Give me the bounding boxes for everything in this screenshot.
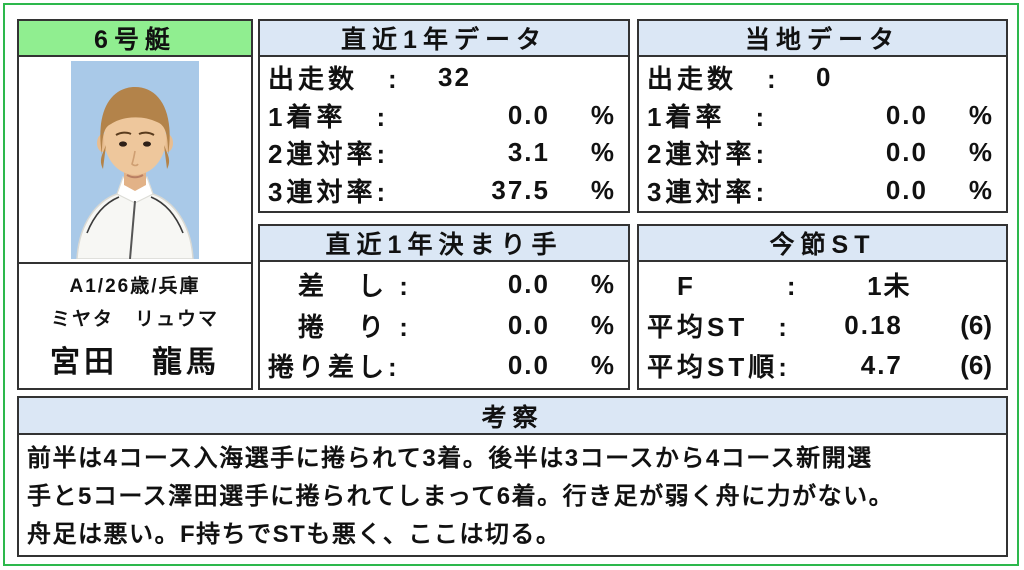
racer-portrait-illustration — [71, 60, 199, 259]
local-data-body: 出走数 : 0 1着率 : 0.0 % 2連対率: 0.0 % 3連対率: 0.… — [639, 57, 1006, 211]
racer-info: A1/26歳/兵庫 ミヤタ リュウマ 宮田 龍馬 — [19, 264, 251, 388]
stat-row-avg-st: 平均ST : 0.18 (6) — [639, 305, 1006, 346]
stat-value: 37.5 — [491, 174, 550, 205]
stat-row-top3-rate: 3連対率: 0.0 % — [639, 172, 1006, 210]
stat-row-top3-rate: 3連対率: 37.5 % — [260, 172, 628, 210]
recent-year-data-body: 出走数 : 32 1着率 : 0.0 % 2連対率: 3.1 % 3連対率: 3… — [260, 57, 628, 211]
local-data-title: 当地データ — [639, 21, 1006, 57]
consideration-line: 手と5コース澤田選手に捲られてしまって6着。行き足が弱く舟に力がない。 — [27, 483, 895, 510]
stat-unit: % — [590, 174, 614, 205]
current-series-st-panel: 今節ST F : 1未 平均ST : 0.18 (6) 平均ST順: 4.7 (… — [637, 224, 1008, 390]
stat-row-top2-rate: 2連対率: 0.0 % — [639, 134, 1006, 172]
stat-label: 差 し : — [268, 270, 412, 301]
stat-unit: % — [590, 137, 614, 168]
stat-label: 2連対率: — [647, 139, 769, 170]
stat-value: 0.0 — [885, 99, 928, 130]
stat-label: 1着率 : — [268, 101, 390, 132]
stat-label: 捲り差し: — [268, 352, 401, 383]
stat-unit: % — [590, 99, 614, 130]
stat-value: 0.0 — [507, 99, 550, 130]
stat-value: 3.1 — [507, 137, 550, 168]
consideration-title: 考察 — [19, 398, 1006, 435]
stat-unit: % — [590, 350, 614, 381]
stat-label: 3連対率: — [647, 176, 769, 207]
current-series-st-title: 今節ST — [639, 226, 1006, 262]
winning-technique-panel: 直近1年決まり手 差 し : 0.0 % 捲 り : 0.0 % 捲り差し: 0… — [258, 224, 630, 390]
stat-unit: % — [968, 174, 992, 205]
stat-value: 0 — [816, 62, 833, 93]
consideration-panel: 考察 前半は4コース入海選手に捲られて3着。後半は3コースから4コース新開選 手… — [17, 396, 1008, 557]
winning-technique-title: 直近1年決まり手 — [260, 226, 628, 262]
stat-unit: (6) — [960, 350, 992, 381]
stat-row-avg-st-rank: 平均ST順: 4.7 (6) — [639, 345, 1006, 386]
racer-panel: 6号艇 — [17, 19, 253, 390]
stat-label: 平均ST : — [647, 311, 791, 342]
racer-class-age-region: A1/26歳/兵庫 — [69, 276, 201, 297]
stat-row-starts: 出走数 : 32 — [260, 59, 628, 97]
consideration-line: 舟足は悪い。F持ちでSTも悪く、ここは切る。 — [27, 521, 562, 548]
stat-value: 0.0 — [507, 309, 550, 340]
racer-name: 宮田 龍馬 — [50, 346, 220, 379]
stat-value: 1未 — [867, 270, 912, 301]
consideration-body: 前半は4コース入海選手に捲られて3着。後半は3コースから4コース新開選 手と5コ… — [19, 435, 1006, 558]
stat-row-flying: F : 1未 — [639, 264, 1006, 305]
winning-technique-body: 差 し : 0.0 % 捲 り : 0.0 % 捲り差し: 0.0 % — [260, 262, 628, 388]
stat-label: 出走数 : — [647, 64, 780, 95]
stat-row-win-rate: 1着率 : 0.0 % — [260, 97, 628, 135]
stat-label: 出走数 : — [268, 64, 401, 95]
stat-row-sashi: 差 し : 0.0 % — [260, 264, 628, 305]
stat-label: F : — [647, 270, 800, 301]
stat-unit: % — [590, 309, 614, 340]
stat-row-makuri: 捲 り : 0.0 % — [260, 305, 628, 346]
stat-value: 4.7 — [860, 350, 903, 381]
stat-row-top2-rate: 2連対率: 3.1 % — [260, 134, 628, 172]
stat-value: 0.18 — [844, 309, 903, 340]
stat-unit: % — [590, 268, 614, 299]
stat-value: 0.0 — [885, 137, 928, 168]
stat-label: 3連対率: — [268, 176, 390, 207]
stat-unit: % — [968, 137, 992, 168]
current-series-st-body: F : 1未 平均ST : 0.18 (6) 平均ST順: 4.7 (6) — [639, 262, 1006, 388]
local-data-panel: 当地データ 出走数 : 0 1着率 : 0.0 % 2連対率: 0.0 % — [637, 19, 1008, 213]
stat-label: 捲 り : — [268, 311, 412, 342]
recent-year-data-panel: 直近1年データ 出走数 : 32 1着率 : 0.0 % 2連対率: 3.1 % — [258, 19, 630, 213]
stat-row-win-rate: 1着率 : 0.0 % — [639, 97, 1006, 135]
stat-row-starts: 出走数 : 0 — [639, 59, 1006, 97]
stat-label: 2連対率: — [268, 139, 390, 170]
stat-value: 0.0 — [507, 268, 550, 299]
stat-label: 平均ST順: — [647, 352, 791, 383]
stat-value: 0.0 — [507, 350, 550, 381]
stat-unit: (6) — [960, 309, 992, 340]
racer-name-kana: ミヤタ リュウマ — [50, 309, 219, 330]
boat-number-header: 6号艇 — [19, 21, 251, 57]
consideration-line: 前半は4コース入海選手に捲られて3着。後半は3コースから4コース新開選 — [27, 445, 873, 472]
stat-label: 1着率 : — [647, 101, 769, 132]
stat-value: 0.0 — [885, 174, 928, 205]
racer-photo — [19, 57, 251, 264]
stat-row-makurizashi: 捲り差し: 0.0 % — [260, 345, 628, 386]
recent-year-data-title: 直近1年データ — [260, 21, 628, 57]
stat-value: 32 — [438, 62, 471, 93]
stat-unit: % — [968, 99, 992, 130]
